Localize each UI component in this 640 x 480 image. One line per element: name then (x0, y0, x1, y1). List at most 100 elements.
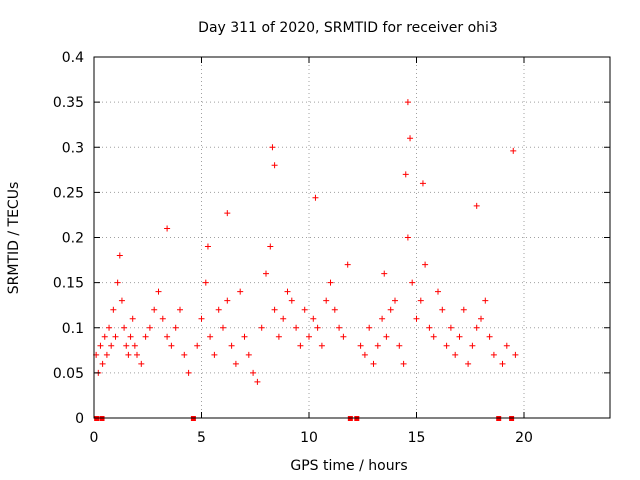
data-point (443, 342, 450, 349)
y-tick-label: 0.3 (62, 140, 84, 156)
data-point (387, 306, 394, 313)
data-point (271, 162, 278, 169)
data-point (404, 99, 411, 106)
data-point (220, 324, 226, 331)
data-point (312, 194, 319, 201)
data-point (331, 306, 338, 313)
data-point (297, 342, 304, 349)
data-point (194, 342, 201, 349)
data-point (510, 147, 517, 154)
data-point (129, 315, 136, 322)
data-point (245, 351, 252, 358)
data-point (155, 288, 162, 295)
data-point (430, 333, 437, 340)
data-point (198, 315, 205, 322)
data-point (419, 180, 426, 187)
chart-title: Day 311 of 2020, SRMTID for receiver ohi… (198, 20, 498, 36)
data-point (232, 360, 239, 367)
y-tick-label: 0.15 (53, 276, 84, 292)
y-tick-label: 0 (75, 411, 84, 427)
data-point (267, 243, 274, 250)
data-point (314, 324, 321, 331)
data-point (469, 342, 476, 349)
data-point (306, 333, 312, 340)
data-point (151, 306, 158, 313)
data-point (110, 306, 117, 313)
data-point (465, 360, 472, 367)
data-point (172, 324, 179, 331)
data-point (336, 324, 343, 331)
data-point (366, 324, 373, 331)
data-point (409, 279, 416, 286)
data-point (357, 342, 364, 349)
data-point (486, 333, 493, 340)
data-point (490, 351, 497, 358)
data-point (254, 378, 261, 385)
data-point (271, 306, 278, 313)
y-tick-label: 0.4 (62, 50, 84, 66)
data-point (211, 351, 218, 358)
data-point (224, 297, 231, 304)
data-point (473, 324, 480, 331)
data-point (327, 279, 334, 286)
x-tick-label: 15 (408, 430, 426, 446)
data-point (241, 333, 248, 340)
data-point (460, 306, 467, 313)
data-point (164, 225, 171, 232)
data-point (99, 360, 106, 367)
data-point (435, 288, 441, 295)
data-point (396, 342, 403, 349)
data-point (512, 351, 519, 358)
data-point (164, 333, 171, 340)
data-point (370, 360, 377, 367)
data-point (293, 324, 300, 331)
data-point (473, 202, 480, 209)
data-point (383, 333, 390, 340)
data-point (456, 333, 463, 340)
data-point (103, 351, 110, 358)
data-point (340, 333, 347, 340)
data-point (97, 342, 104, 349)
y-tick-label: 0.1 (62, 321, 84, 337)
data-point (422, 261, 429, 268)
data-point (159, 315, 166, 322)
data-point (381, 270, 388, 277)
x-axis-label: GPS time / hours (290, 458, 407, 474)
axis-ticks: 0 0.05 0.1 0.15 0.2 0.25 0.3 0.35 0.4 0 5 10 15 20 (53, 50, 610, 446)
data-point (108, 342, 115, 349)
data-point (112, 333, 119, 340)
data-point (228, 342, 235, 349)
data-point (323, 297, 330, 304)
data-point (402, 171, 409, 178)
data-point (101, 333, 108, 340)
data-point (413, 315, 420, 322)
data-point (121, 324, 128, 331)
data-point (114, 279, 121, 286)
data-point (284, 288, 291, 295)
data-point (361, 351, 368, 358)
data-point (439, 306, 446, 313)
data-point (224, 210, 231, 217)
data-point (181, 351, 188, 358)
data-point (127, 333, 134, 340)
data-point (452, 351, 459, 358)
data-point (125, 351, 132, 358)
data-point (138, 360, 145, 367)
data-point (168, 342, 175, 349)
y-tick-label: 0.05 (53, 366, 84, 382)
data-point (263, 270, 269, 277)
data-point (116, 252, 123, 259)
data-point (417, 297, 424, 304)
x-tick-label: 0 (90, 430, 99, 446)
data-point (407, 135, 414, 142)
data-points (93, 99, 519, 421)
x-tick-label: 20 (515, 430, 533, 446)
data-point (146, 324, 153, 331)
y-tick-label: 0.25 (53, 185, 84, 201)
data-point (310, 315, 317, 322)
data-point (177, 306, 183, 313)
y-tick-label: 0.2 (62, 231, 84, 247)
data-point (118, 297, 125, 304)
data-point (503, 342, 510, 349)
